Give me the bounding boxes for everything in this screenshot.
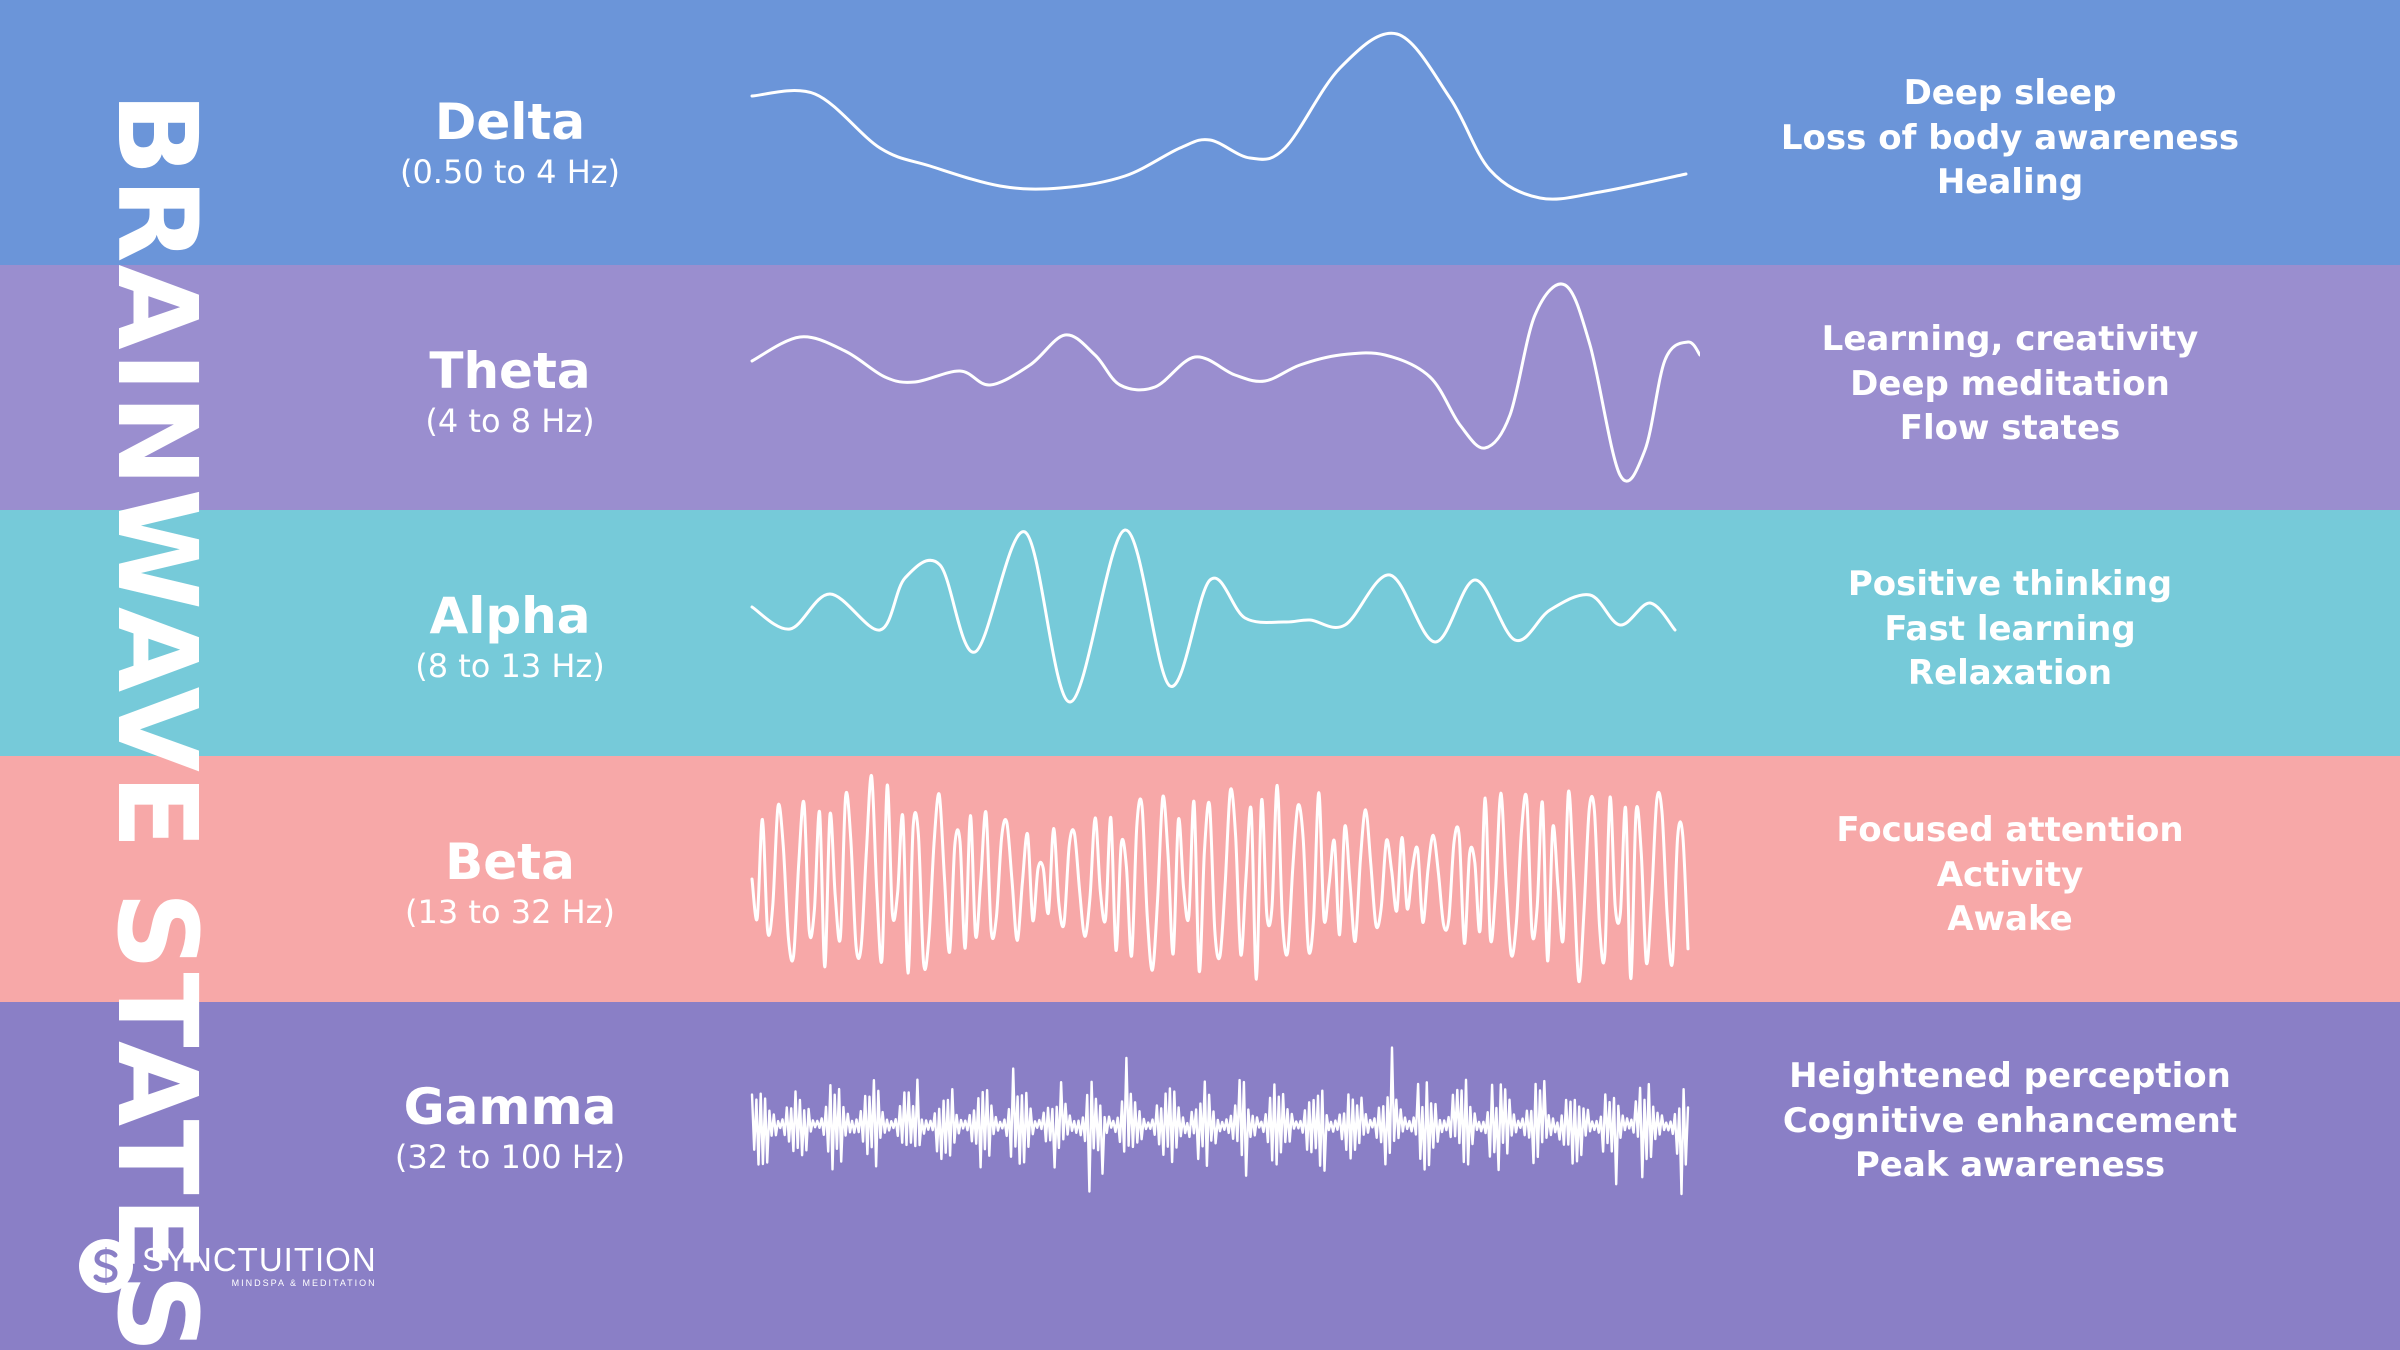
band-range: (4 to 8 Hz) <box>425 402 595 440</box>
gamma-wave-icon <box>750 1046 1690 1196</box>
description-line: Peak awareness <box>1854 1145 2166 1185</box>
logo-name: SYNCTUITION <box>142 1241 377 1278</box>
description-line: Learning, creativity <box>1821 319 2199 359</box>
band-descriptions: Learning, creativity Deep meditation Flo… <box>1710 317 2310 451</box>
band-name: Alpha <box>429 587 591 645</box>
band-alpha: Alpha (8 to 13 Hz) Positive thinking Fas… <box>0 510 2400 756</box>
description-line: Deep sleep <box>1903 73 2117 113</box>
logo-text: SYNCTUITION MINDSPA & MEDITATION <box>142 1243 377 1289</box>
description-line: Focused attention <box>1836 810 2184 850</box>
theta-wave-icon <box>750 282 1700 483</box>
logo-tagline: MINDSPA & MEDITATION <box>231 1278 377 1288</box>
theta-wave-line <box>750 282 1700 483</box>
band-range: (13 to 32 Hz) <box>405 893 615 931</box>
band-descriptions: Heightened perception Cognitive enhancem… <box>1710 1054 2310 1188</box>
description-line: Cognitive enhancement <box>1782 1100 2238 1141</box>
gamma-wave-line <box>750 1046 1690 1196</box>
description-line: Fast learning <box>1884 608 2136 649</box>
synctuition-s-logo-icon <box>79 1239 133 1293</box>
page-title: BRAINWAVE STATES <box>93 92 221 1350</box>
brand-logo[interactable]: SYNCTUITION MINDSPA & MEDITATION <box>78 1236 377 1296</box>
beta-wave-line <box>750 774 1690 983</box>
band-gamma: Gamma (32 to 100 Hz) Heightened percepti… <box>0 1002 2400 1350</box>
description-line: Heightened perception <box>1789 1056 2231 1096</box>
band-range: (0.50 to 4 Hz) <box>399 153 621 191</box>
description-line: Flow states <box>1899 408 2121 448</box>
band-descriptions: Positive thinking Fast learning Relaxati… <box>1710 562 2310 696</box>
band-name: Beta <box>445 833 575 891</box>
delta-wave-icon <box>750 31 1688 201</box>
description-line: Awake <box>1947 899 2073 939</box>
description-line: Healing <box>1936 162 2084 202</box>
description-line: Deep meditation <box>1850 363 2170 404</box>
band-beta: Beta (13 to 32 Hz) Focused attention Act… <box>0 756 2400 1002</box>
band-name: Delta <box>434 93 586 151</box>
alpha-wave-line <box>750 528 1677 704</box>
beta-wave-icon <box>750 774 1690 983</box>
band-range: (8 to 13 Hz) <box>415 647 605 685</box>
alpha-wave-icon <box>750 528 1677 704</box>
band-name: Gamma <box>403 1078 617 1136</box>
description-line: Positive thinking <box>1847 564 2173 604</box>
band-descriptions: Focused attention Activity Awake <box>1710 808 2310 942</box>
band-delta: Delta (0.50 to 4 Hz) Deep sleep Loss of … <box>0 0 2400 265</box>
description-line: Activity <box>1936 854 2084 895</box>
band-descriptions: Deep sleep Loss of body awareness Healin… <box>1710 71 2310 205</box>
band-theta: Theta (4 to 8 Hz) Learning, creativity D… <box>0 265 2400 510</box>
description-line: Loss of body awareness <box>1780 117 2240 158</box>
delta-wave-line <box>750 31 1688 201</box>
band-range: (32 to 100 Hz) <box>394 1138 626 1176</box>
description-line: Relaxation <box>1907 653 2113 693</box>
band-name: Theta <box>429 342 591 400</box>
